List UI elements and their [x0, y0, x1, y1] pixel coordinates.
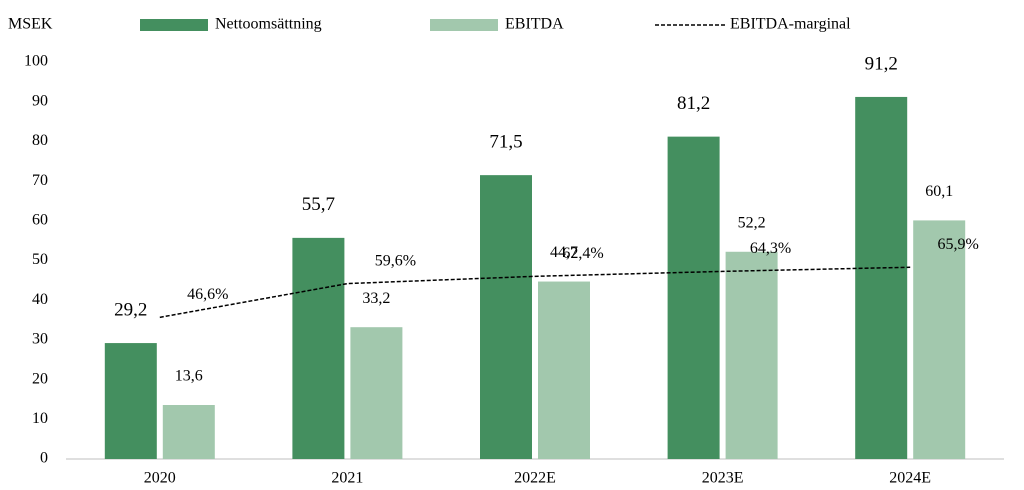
- legend-label: EBITDA-marginal: [730, 16, 851, 33]
- y-tick-label: 50: [32, 251, 48, 268]
- value-label: 52,2: [738, 214, 766, 231]
- bar: [162, 405, 215, 459]
- value-label: 13,6: [175, 368, 203, 385]
- value-label: 55,7: [302, 194, 335, 215]
- line-label: 59,6%: [375, 252, 416, 269]
- y-tick-label: 70: [32, 172, 48, 189]
- value-label: 91,2: [865, 53, 898, 74]
- line-label: 62,4%: [562, 245, 603, 262]
- x-tick-label: 2020: [144, 470, 176, 487]
- value-label: 81,2: [677, 93, 710, 114]
- y-tick-label: 10: [32, 410, 48, 427]
- legend-label: Nettoomsättning: [215, 16, 322, 33]
- x-tick-label: 2023E: [702, 470, 744, 487]
- y-tick-label: 80: [32, 132, 48, 149]
- y-tick-label: 0: [40, 450, 48, 467]
- y-tick-label: 30: [32, 331, 48, 348]
- line-label: 64,3%: [750, 240, 791, 257]
- value-label: 60,1: [925, 183, 953, 200]
- bar: [350, 327, 403, 459]
- bar: [480, 175, 532, 459]
- value-label: 44,7: [550, 244, 578, 261]
- legend-swatch: [140, 19, 208, 31]
- bar: [725, 251, 778, 459]
- y-tick-label: 90: [32, 92, 48, 109]
- value-label: 71,5: [489, 132, 522, 153]
- bar: [913, 220, 966, 459]
- bar: [292, 237, 345, 459]
- value-label: 29,2: [114, 299, 147, 320]
- bar: [667, 136, 720, 460]
- line-label: 65,9%: [938, 236, 979, 253]
- y-tick-label: 100: [24, 53, 48, 70]
- line: [159, 266, 911, 319]
- legend-label: EBITDA: [505, 16, 564, 33]
- bar: [104, 343, 157, 459]
- y-tick-label: 20: [32, 370, 48, 387]
- line-label: 46,6%: [187, 286, 228, 303]
- y-axis-label: MSEK: [8, 16, 53, 33]
- value-label: 33,2: [362, 290, 390, 307]
- x-tick-label: 2024E: [889, 470, 931, 487]
- x-tick-label: 2022E: [514, 470, 556, 487]
- bar: [538, 281, 590, 459]
- x-tick-label: 2021: [331, 470, 363, 487]
- y-tick-label: 60: [32, 211, 48, 228]
- y-tick-label: 40: [32, 291, 48, 308]
- legend-swatch: [430, 19, 498, 31]
- bar: [855, 96, 908, 459]
